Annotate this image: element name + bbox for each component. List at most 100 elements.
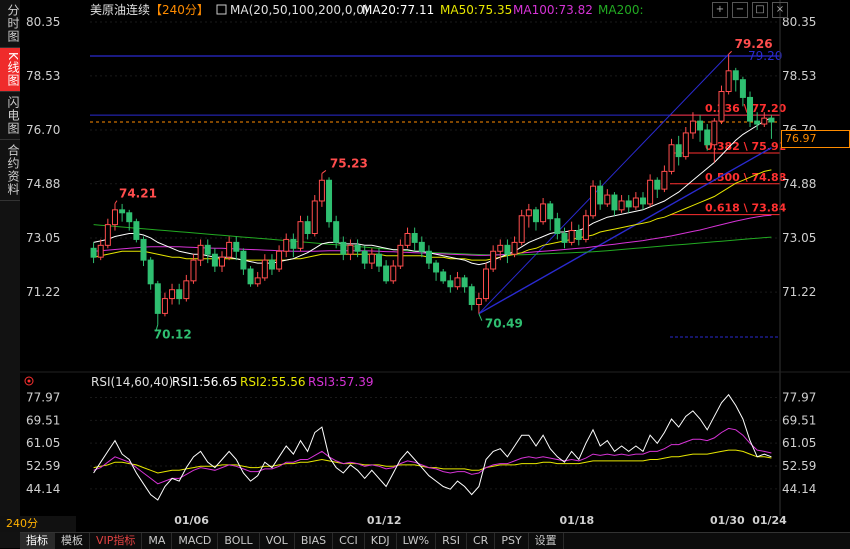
candle[interactable] xyxy=(169,283,176,305)
candle[interactable] xyxy=(540,198,547,225)
candle[interactable] xyxy=(361,245,368,270)
sidebar-tab-2[interactable]: 闪电图 xyxy=(0,92,20,140)
candle[interactable] xyxy=(739,76,746,107)
indicator-tab-7[interactable]: BIAS xyxy=(295,533,334,549)
candle[interactable] xyxy=(468,283,475,311)
candle[interactable] xyxy=(475,292,482,314)
candle[interactable] xyxy=(133,218,140,243)
candle[interactable] xyxy=(732,67,739,92)
candle[interactable] xyxy=(383,260,390,284)
candle[interactable] xyxy=(454,271,461,290)
indicator-tab-5[interactable]: BOLL xyxy=(218,533,260,549)
candle[interactable] xyxy=(654,177,661,199)
candle[interactable] xyxy=(90,242,97,264)
candle[interactable] xyxy=(204,239,211,264)
window-button-2[interactable]: □ xyxy=(752,2,768,18)
candle[interactable] xyxy=(375,248,382,272)
sidebar-tab-0[interactable]: 分时图 xyxy=(0,0,20,48)
sidebar-tab-1[interactable]: K线图 xyxy=(0,48,20,92)
indicator-tab-9[interactable]: KDJ xyxy=(365,533,397,549)
candle[interactable] xyxy=(126,209,133,231)
indicator-tab-8[interactable]: CCI xyxy=(333,533,365,549)
indicator-tab-13[interactable]: PSY xyxy=(495,533,529,549)
candle[interactable] xyxy=(483,263,490,302)
candle[interactable] xyxy=(440,269,447,284)
window-button-3[interactable]: × xyxy=(772,2,788,18)
indicator-tab-10[interactable]: LW% xyxy=(397,533,437,549)
candle[interactable] xyxy=(418,236,425,258)
candle[interactable] xyxy=(761,112,768,128)
indicator-tab-6[interactable]: VOL xyxy=(260,533,295,549)
candle[interactable] xyxy=(311,195,318,237)
candle[interactable] xyxy=(433,260,440,281)
candle[interactable] xyxy=(747,91,754,128)
candle[interactable] xyxy=(547,200,554,231)
candle[interactable] xyxy=(632,192,639,210)
candle[interactable] xyxy=(689,112,696,139)
candle[interactable] xyxy=(768,115,775,139)
candle[interactable] xyxy=(532,206,539,231)
indicator-tab-12[interactable]: CR xyxy=(467,533,496,549)
candle[interactable] xyxy=(425,245,432,270)
candle[interactable] xyxy=(333,215,340,249)
candle[interactable] xyxy=(390,260,397,284)
candle[interactable] xyxy=(590,180,597,219)
candle[interactable] xyxy=(190,254,197,284)
candle[interactable] xyxy=(461,274,468,293)
sidebar-tab-3[interactable]: 合约资料 xyxy=(0,140,20,201)
window-button-1[interactable]: − xyxy=(732,2,748,18)
candle[interactable] xyxy=(611,192,618,216)
candle[interactable] xyxy=(561,227,568,249)
candle[interactable] xyxy=(682,127,689,160)
candle[interactable] xyxy=(283,233,290,258)
candle[interactable] xyxy=(525,203,532,228)
candle[interactable] xyxy=(597,180,604,210)
settings-icon[interactable] xyxy=(24,376,34,386)
indicator-tab-14[interactable]: 设置 xyxy=(529,533,564,549)
candle[interactable] xyxy=(119,203,126,222)
candle[interactable] xyxy=(647,174,654,207)
candle[interactable] xyxy=(104,218,111,249)
candle[interactable] xyxy=(354,239,361,258)
candle[interactable] xyxy=(604,189,611,207)
candle[interactable] xyxy=(490,245,497,272)
candle[interactable] xyxy=(497,239,504,261)
candle[interactable] xyxy=(219,251,226,272)
candle[interactable] xyxy=(411,227,418,252)
indicator-tab-1[interactable]: 模板 xyxy=(55,533,90,549)
period-label[interactable]: 240分 xyxy=(0,516,76,532)
candle[interactable] xyxy=(183,274,190,302)
candle[interactable] xyxy=(639,192,646,210)
candle[interactable] xyxy=(711,118,718,163)
candle[interactable] xyxy=(176,283,183,305)
candle[interactable] xyxy=(754,112,761,130)
candle[interactable] xyxy=(318,173,325,207)
candle[interactable] xyxy=(140,236,147,267)
candle[interactable] xyxy=(725,54,732,95)
candle[interactable] xyxy=(154,280,161,325)
candle[interactable] xyxy=(518,209,525,246)
candle[interactable] xyxy=(404,227,411,249)
candle[interactable] xyxy=(240,248,247,275)
candle[interactable] xyxy=(504,239,511,264)
candle[interactable] xyxy=(582,209,589,243)
candle[interactable] xyxy=(97,239,104,261)
candle[interactable] xyxy=(261,254,268,281)
candle[interactable] xyxy=(447,274,454,293)
candle[interactable] xyxy=(675,135,682,166)
candle[interactable] xyxy=(276,245,283,272)
candle[interactable] xyxy=(347,239,354,261)
candle[interactable] xyxy=(226,236,233,261)
candle[interactable] xyxy=(211,248,218,272)
candle[interactable] xyxy=(697,115,704,142)
indicator-tab-0[interactable]: 指标 xyxy=(20,533,55,549)
indicator-tab-2[interactable]: VIP指标 xyxy=(90,533,143,549)
indicator-tab-4[interactable]: MACD xyxy=(172,533,219,549)
candle[interactable] xyxy=(233,236,240,261)
candle[interactable] xyxy=(290,233,297,258)
indicator-tab-11[interactable]: RSI xyxy=(436,533,467,549)
main-chart[interactable]: 美原油连续 【240分】 MA(20,50,100,200,0,0) MA20:… xyxy=(20,0,850,532)
candle[interactable] xyxy=(368,248,375,270)
candle[interactable] xyxy=(297,215,304,252)
window-button-0[interactable]: + xyxy=(712,2,728,18)
